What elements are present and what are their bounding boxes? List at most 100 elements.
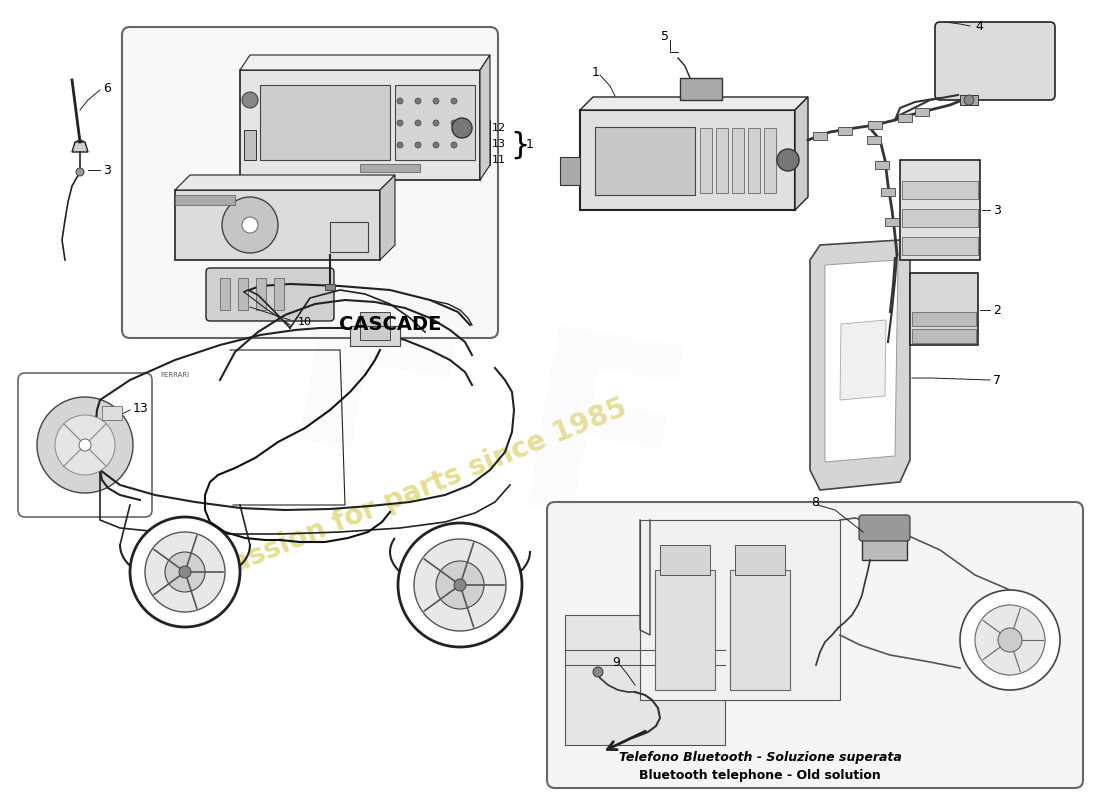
Bar: [748, 128, 760, 193]
Text: 3: 3: [103, 163, 111, 177]
Bar: [660, 545, 710, 575]
Text: CASCADE: CASCADE: [339, 314, 441, 334]
Bar: [360, 164, 420, 172]
Polygon shape: [840, 320, 886, 400]
Circle shape: [777, 149, 799, 171]
Bar: [700, 128, 712, 193]
Circle shape: [436, 561, 484, 609]
Bar: [902, 237, 978, 255]
Circle shape: [415, 120, 421, 126]
Polygon shape: [825, 260, 898, 462]
Text: 13: 13: [133, 402, 148, 414]
FancyBboxPatch shape: [206, 268, 334, 321]
Bar: [244, 130, 256, 160]
Circle shape: [451, 98, 456, 104]
Circle shape: [242, 217, 258, 233]
Bar: [881, 188, 895, 196]
Bar: [560, 157, 580, 185]
Circle shape: [415, 142, 421, 148]
Bar: [102, 406, 122, 420]
Bar: [220, 278, 230, 310]
Circle shape: [433, 142, 439, 148]
Bar: [898, 114, 912, 122]
Circle shape: [130, 517, 240, 627]
Bar: [730, 570, 790, 690]
Circle shape: [242, 92, 258, 108]
Text: 7: 7: [993, 374, 1001, 386]
Bar: [838, 127, 853, 135]
Text: 9: 9: [612, 655, 620, 669]
Polygon shape: [175, 175, 395, 190]
Bar: [813, 132, 827, 140]
Polygon shape: [795, 97, 808, 210]
Circle shape: [414, 539, 506, 631]
Polygon shape: [379, 175, 395, 260]
Circle shape: [975, 605, 1045, 675]
Circle shape: [397, 142, 403, 148]
Bar: [565, 615, 725, 745]
Bar: [912, 329, 976, 343]
Circle shape: [433, 98, 439, 104]
Bar: [886, 218, 899, 226]
Circle shape: [75, 140, 85, 150]
Text: 1: 1: [526, 138, 534, 151]
Bar: [238, 278, 248, 310]
Bar: [240, 70, 480, 180]
Bar: [350, 326, 400, 346]
Bar: [764, 128, 776, 193]
Text: 6: 6: [103, 82, 111, 94]
Text: F: F: [263, 230, 497, 530]
Bar: [902, 209, 978, 227]
Polygon shape: [480, 55, 490, 180]
Text: 11: 11: [492, 155, 506, 165]
Text: 13: 13: [492, 139, 506, 149]
Text: 1: 1: [592, 66, 600, 78]
Text: Bluetooth telephone - Old solution: Bluetooth telephone - Old solution: [639, 769, 881, 782]
Text: 2: 2: [993, 303, 1001, 317]
Circle shape: [398, 523, 522, 647]
Circle shape: [964, 95, 974, 105]
Circle shape: [37, 397, 133, 493]
FancyBboxPatch shape: [122, 27, 498, 338]
Bar: [900, 160, 980, 260]
Bar: [910, 273, 978, 345]
Circle shape: [452, 118, 472, 138]
Bar: [868, 121, 882, 129]
Bar: [912, 312, 976, 326]
Bar: [175, 195, 235, 205]
Bar: [324, 284, 336, 290]
Circle shape: [179, 566, 191, 578]
Bar: [862, 535, 907, 560]
Text: F: F: [495, 316, 705, 584]
Bar: [902, 181, 978, 199]
Bar: [395, 85, 475, 160]
Bar: [595, 127, 695, 195]
Circle shape: [998, 628, 1022, 652]
Text: 12: 12: [492, 123, 506, 133]
Bar: [680, 78, 722, 100]
Text: }: }: [510, 130, 529, 159]
Bar: [260, 85, 390, 160]
Circle shape: [222, 197, 278, 253]
FancyBboxPatch shape: [18, 373, 152, 517]
Bar: [640, 520, 840, 700]
Bar: [915, 108, 930, 116]
Bar: [330, 222, 369, 252]
Text: 4: 4: [975, 21, 983, 34]
Circle shape: [397, 120, 403, 126]
Polygon shape: [72, 142, 88, 152]
Circle shape: [55, 415, 116, 475]
Circle shape: [415, 98, 421, 104]
Polygon shape: [240, 55, 490, 70]
Circle shape: [76, 168, 84, 176]
Circle shape: [451, 142, 456, 148]
Circle shape: [165, 552, 205, 592]
Polygon shape: [580, 97, 808, 110]
Bar: [874, 161, 889, 169]
Bar: [960, 95, 978, 105]
Text: 10: 10: [298, 317, 312, 327]
Bar: [867, 136, 881, 144]
FancyBboxPatch shape: [859, 515, 910, 541]
Bar: [735, 545, 785, 575]
Circle shape: [960, 590, 1060, 690]
